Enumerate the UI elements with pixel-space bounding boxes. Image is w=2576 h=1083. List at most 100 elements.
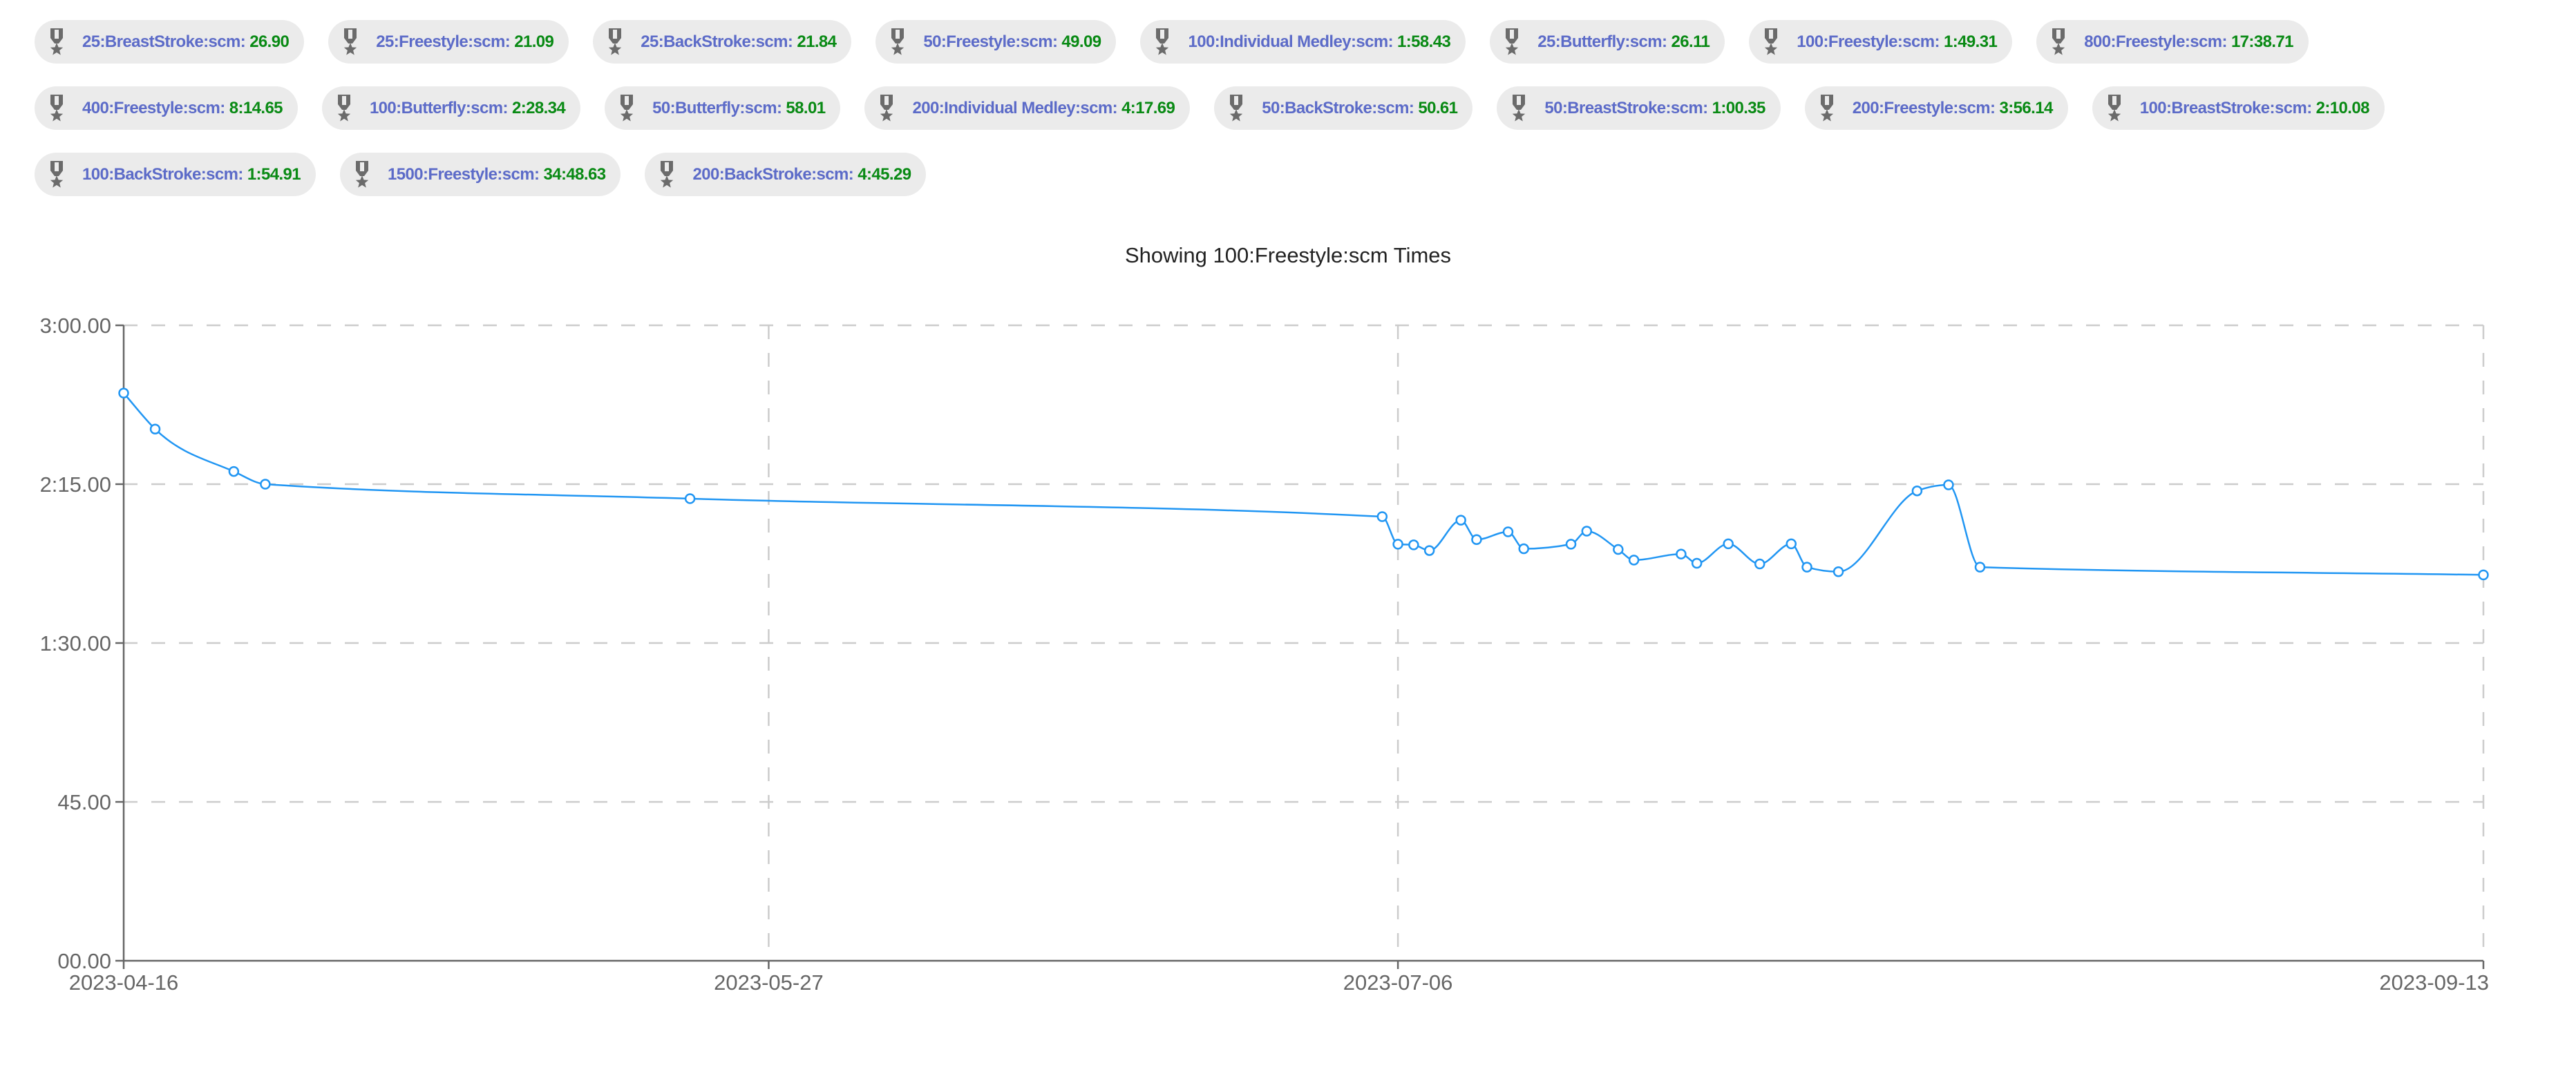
chip-separator: : — [848, 164, 858, 184]
chip-best-time: 49.09 — [1061, 32, 1101, 51]
chip-event-label: 50:BreastStroke:scm — [1544, 98, 1703, 117]
chip-best-time: 4:17.69 — [1121, 98, 1175, 117]
event-chip[interactable]: 100:Individual Medley:scm: 1:58.43 — [1140, 20, 1466, 64]
y-tick-label: 00.00 — [57, 949, 111, 973]
data-point — [1974, 562, 1986, 573]
data-point — [1691, 557, 1703, 569]
chip-event-label: 100:Individual Medley:scm — [1188, 32, 1388, 51]
chip-best-time: 34:48.63 — [543, 164, 607, 184]
medal-icon — [880, 94, 893, 122]
data-point — [118, 387, 129, 399]
data-point — [1502, 526, 1514, 537]
medal-icon — [1820, 94, 1833, 122]
medal-icon — [50, 28, 64, 55]
event-chip[interactable]: 25:Freestyle:scm: 21.09 — [328, 20, 569, 64]
event-chip[interactable]: 50:Freestyle:scm: 49.09 — [875, 20, 1117, 64]
data-point — [1471, 534, 1482, 545]
event-chip[interactable]: 100:Butterfly:scm: 2:28.34 — [321, 86, 581, 130]
medal-icon — [609, 28, 622, 55]
chip-event-label: 50:Freestyle:scm — [923, 32, 1052, 51]
event-chip[interactable]: 50:BreastStroke:scm: 1:00.35 — [1497, 86, 1781, 130]
chip-event-label: 1500:Freestyle:scm — [388, 164, 535, 184]
event-chip[interactable]: 200:Individual Medley:scm: 4:17.69 — [864, 86, 1191, 130]
medal-icon — [50, 160, 64, 188]
medal-icon — [1513, 94, 1526, 122]
series-line — [123, 392, 2484, 576]
event-chip[interactable]: 400:Freestyle:scm: 8:14.65 — [35, 86, 298, 130]
data-point — [2478, 569, 2489, 581]
medal-icon — [355, 160, 369, 188]
data-point — [1628, 555, 1640, 566]
data-point — [1408, 539, 1419, 550]
medal-icon — [1156, 28, 1169, 55]
chip-separator: : — [1662, 32, 1671, 51]
chip-separator: : — [240, 32, 250, 51]
event-chip[interactable]: 1500:Freestyle:scm: 34:48.63 — [340, 153, 621, 196]
event-chip[interactable]: 50:BackStroke:scm: 50.61 — [1214, 86, 1473, 130]
data-point — [1676, 548, 1687, 559]
y-tick-label: 2:15.00 — [40, 472, 111, 497]
medal-icon — [620, 94, 634, 122]
data-point — [260, 479, 271, 490]
event-chip[interactable]: 100:BreastStroke:scm: 2:10.08 — [2092, 86, 2385, 130]
chip-separator: : — [1990, 98, 2000, 117]
chip-best-time: 1:54.91 — [247, 164, 301, 184]
data-point — [1423, 545, 1435, 556]
medal-icon — [1765, 28, 1778, 55]
chip-separator: : — [1703, 98, 1712, 117]
chip-separator: : — [1934, 32, 1944, 51]
chip-event-label: 200:Freestyle:scm — [1852, 98, 1991, 117]
event-chip[interactable]: 50:Butterfly:scm: 58.01 — [605, 86, 841, 130]
event-chip[interactable]: 200:Freestyle:scm: 3:56.14 — [1804, 86, 2068, 130]
chip-separator: : — [502, 98, 512, 117]
chip-event-label: 100:Freestyle:scm — [1797, 32, 1935, 51]
event-chip[interactable]: 200:BackStroke:scm: 4:45.29 — [645, 153, 927, 196]
data-point — [149, 423, 161, 435]
chip-event-label: 400:Freestyle:scm — [82, 98, 220, 117]
chip-best-time: 3:56.14 — [1999, 98, 2054, 117]
data-point — [1455, 515, 1466, 526]
chip-event-label: 50:Butterfly:scm — [652, 98, 777, 117]
x-tick-label: 2023-04-16 — [69, 970, 179, 995]
medal-icon — [337, 94, 351, 122]
chip-best-time: 1:49.31 — [1944, 32, 1998, 51]
data-point — [1786, 538, 1797, 550]
data-point — [684, 493, 696, 504]
chip-event-label: 25:BreastStroke:scm — [82, 32, 240, 51]
event-chip[interactable]: 800:Freestyle:scm: 17:38.71 — [2036, 20, 2309, 64]
x-tick-label: 2023-09-13 — [2379, 970, 2489, 995]
chip-best-time: 21.09 — [514, 32, 554, 51]
chip-best-time: 21.84 — [797, 32, 837, 51]
chart-title: Showing 100:Freestyle:scm Times — [1124, 243, 1452, 267]
medal-icon — [661, 160, 674, 188]
event-chip[interactable]: 25:Butterfly:scm: 26.11 — [1490, 20, 1725, 64]
chip-best-time: 26.90 — [249, 32, 290, 51]
event-chip[interactable]: 25:BreastStroke:scm: 26.90 — [35, 20, 305, 64]
data-point — [1832, 566, 1844, 577]
chip-best-time: 50.61 — [1418, 98, 1458, 117]
chip-separator: : — [1112, 98, 1122, 117]
event-chip[interactable]: 100:Freestyle:scm: 1:49.31 — [1749, 20, 2013, 64]
chip-event-label: 25:Freestyle:scm — [376, 32, 505, 51]
data-point — [1723, 538, 1734, 550]
event-chip[interactable]: 25:BackStroke:scm: 21.84 — [593, 20, 852, 64]
chip-separator: : — [776, 98, 786, 117]
chip-separator: : — [2307, 98, 2316, 117]
data-point — [1565, 539, 1577, 550]
chip-separator: : — [504, 32, 515, 51]
chip-event-label: 100:BreastStroke:scm — [2139, 98, 2307, 117]
chip-event-label: 100:Butterfly:scm — [369, 98, 503, 117]
x-tick-label: 2023-05-27 — [714, 970, 824, 995]
event-chip[interactable]: 100:BackStroke:scm: 1:54.91 — [35, 153, 316, 196]
chip-separator: : — [787, 32, 797, 51]
chip-separator: : — [1052, 32, 1062, 51]
data-point — [1801, 562, 1812, 573]
chip-best-time: 2:28.34 — [511, 98, 566, 117]
chip-best-time: 58.01 — [786, 98, 826, 117]
chip-separator: : — [534, 164, 544, 184]
medal-icon — [50, 94, 64, 122]
data-point — [1376, 511, 1388, 522]
chip-best-time: 26.11 — [1671, 32, 1710, 51]
chip-event-label: 50:BackStroke:scm — [1262, 98, 1409, 117]
